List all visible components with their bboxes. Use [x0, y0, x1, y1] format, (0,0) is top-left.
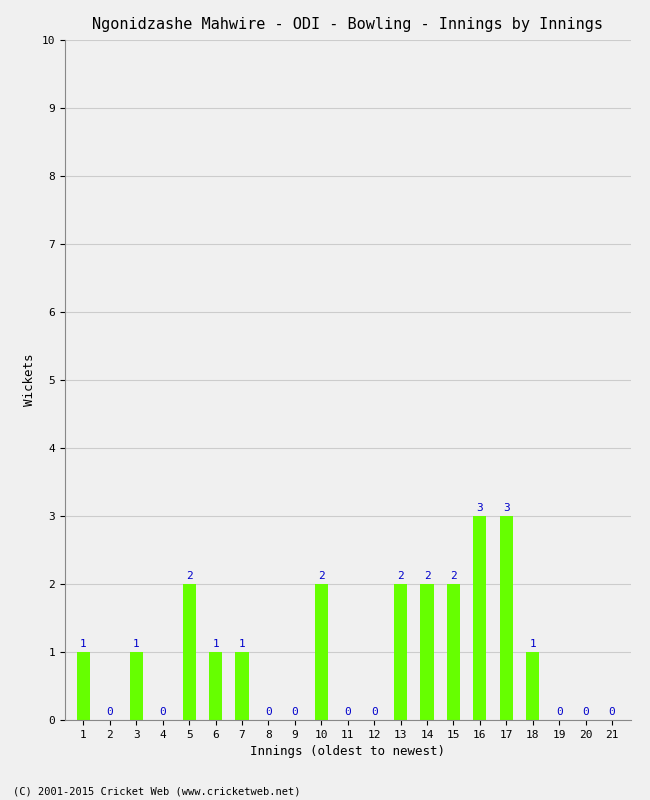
Text: 0: 0	[291, 706, 298, 717]
Bar	[315, 584, 328, 720]
Text: 3: 3	[476, 502, 483, 513]
Bar	[183, 584, 196, 720]
Text: 1: 1	[239, 638, 246, 649]
Text: 2: 2	[318, 570, 325, 581]
Text: 2: 2	[450, 570, 457, 581]
Bar	[473, 516, 486, 720]
Bar	[130, 652, 143, 720]
Bar	[77, 652, 90, 720]
Text: 0: 0	[159, 706, 166, 717]
Text: 3: 3	[503, 502, 510, 513]
Text: 0: 0	[265, 706, 272, 717]
X-axis label: Innings (oldest to newest): Innings (oldest to newest)	[250, 746, 445, 758]
Text: 2: 2	[424, 570, 430, 581]
Text: (C) 2001-2015 Cricket Web (www.cricketweb.net): (C) 2001-2015 Cricket Web (www.cricketwe…	[13, 786, 300, 796]
Y-axis label: Wickets: Wickets	[23, 354, 36, 406]
Bar	[500, 516, 513, 720]
Text: 1: 1	[133, 638, 140, 649]
Bar	[209, 652, 222, 720]
Title: Ngonidzashe Mahwire - ODI - Bowling - Innings by Innings: Ngonidzashe Mahwire - ODI - Bowling - In…	[92, 17, 603, 32]
Bar	[526, 652, 540, 720]
Text: 1: 1	[529, 638, 536, 649]
Text: 0: 0	[370, 706, 378, 717]
Text: 0: 0	[582, 706, 589, 717]
Bar	[447, 584, 460, 720]
Bar	[421, 584, 434, 720]
Text: 1: 1	[213, 638, 219, 649]
Text: 2: 2	[186, 570, 192, 581]
Text: 1: 1	[80, 638, 87, 649]
Text: 0: 0	[608, 706, 616, 717]
Bar	[235, 652, 249, 720]
Bar	[394, 584, 407, 720]
Text: 2: 2	[397, 570, 404, 581]
Text: 0: 0	[556, 706, 562, 717]
Text: 0: 0	[107, 706, 113, 717]
Text: 0: 0	[344, 706, 351, 717]
